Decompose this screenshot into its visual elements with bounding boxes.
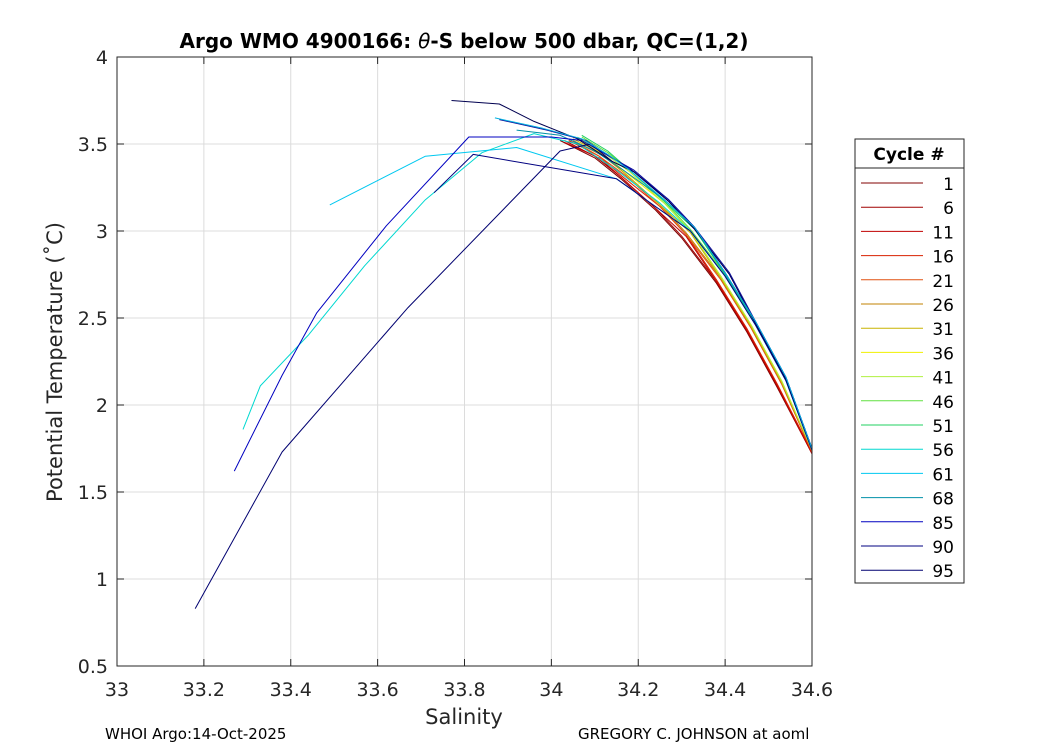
series-line-cycle-1	[559, 140, 813, 454]
series-line	[451, 100, 813, 449]
series-line-cycle-95	[194, 143, 813, 609]
legend-label: 51	[932, 417, 954, 437]
legend-label: 90	[932, 538, 954, 558]
series-line	[499, 119, 813, 449]
x-tick-label: 34.6	[791, 679, 833, 701]
series-line-cycle-26	[572, 140, 813, 451]
legend-label: 41	[932, 369, 954, 389]
chart-title: Argo WMO 4900166: θ-S below 500 dbar, QC…	[180, 29, 749, 53]
legend-title: Cycle #	[873, 145, 944, 165]
footer-right-credit: GREGORY C. JOHNSON at aoml	[578, 725, 810, 743]
series-line-cycle-36	[577, 138, 813, 451]
legend-label: 11	[932, 223, 954, 243]
footer-left-credit: WHOI Argo:14-Oct-2025	[105, 725, 287, 743]
x-tick-label: 33.8	[443, 679, 485, 701]
x-tick-label: 34	[539, 679, 563, 701]
series-line-cycle-46	[581, 136, 813, 449]
series-line-cycle-6	[564, 140, 813, 454]
y-tick-label: 1	[96, 569, 108, 591]
ticks	[116, 56, 813, 667]
series-line-cycle-21	[568, 138, 813, 453]
series-line	[494, 117, 813, 449]
legend-label: 6	[943, 199, 954, 219]
series-line-cycle-90	[433, 153, 813, 451]
y-tick-label: 2	[96, 395, 108, 417]
legend-label: 26	[932, 296, 954, 316]
legend-box	[854, 138, 965, 584]
series-line-cycle-56	[242, 133, 813, 451]
y-tick-label: 3.5	[78, 134, 108, 156]
legend-label: 31	[932, 320, 954, 340]
title-part-before: Argo WMO 4900166:	[180, 29, 419, 53]
title-theta: θ	[418, 29, 430, 53]
y-tick-label: 0.5	[78, 656, 108, 678]
series-line-cycle-11	[564, 141, 813, 454]
x-tick-label: 33.2	[183, 679, 225, 701]
y-tick-label: 4	[96, 47, 108, 69]
plot-lines	[194, 100, 813, 609]
y-tick-label: 2.5	[78, 308, 108, 330]
x-tick-label: 34.2	[617, 679, 659, 701]
legend-label: 1	[943, 175, 954, 195]
series-line-cycle-68	[516, 129, 813, 449]
series-line-cycle-31	[572, 138, 813, 451]
x-tick-label: 33.6	[356, 679, 398, 701]
legend-label: 21	[932, 272, 954, 292]
series-line-cycle-41	[577, 136, 813, 451]
x-axis-label: Salinity	[425, 705, 503, 729]
x-tick-label: 34.4	[704, 679, 746, 701]
legend-label: 68	[932, 490, 954, 510]
y-axis-label: Potential Temperature (˚C)	[43, 222, 67, 502]
legend-label: 56	[932, 441, 954, 461]
y-tick-labels: 0.5 1 1.5 2 2.5 3 3.5 4	[78, 47, 108, 678]
legend-label: 36	[932, 344, 954, 364]
legend-label: 85	[932, 514, 954, 534]
legend-label: 46	[932, 393, 954, 413]
legend-label: 16	[932, 248, 954, 268]
y-tick-label: 1.5	[78, 482, 108, 504]
legend-label: 95	[932, 562, 954, 582]
x-tick-label: 33.4	[270, 679, 312, 701]
grid	[116, 56, 813, 667]
y-tick-label: 3	[96, 221, 108, 243]
series-line-cycle-51	[581, 134, 813, 449]
x-tick-labels: 33 33.2 33.4 33.6 33.8 34 34.2 34.4 34.6	[105, 679, 833, 701]
x-tick-label: 33	[105, 679, 129, 701]
legend-label: 61	[932, 465, 954, 485]
title-part-after: -S below 500 dbar, QC=(1,2)	[430, 29, 748, 53]
